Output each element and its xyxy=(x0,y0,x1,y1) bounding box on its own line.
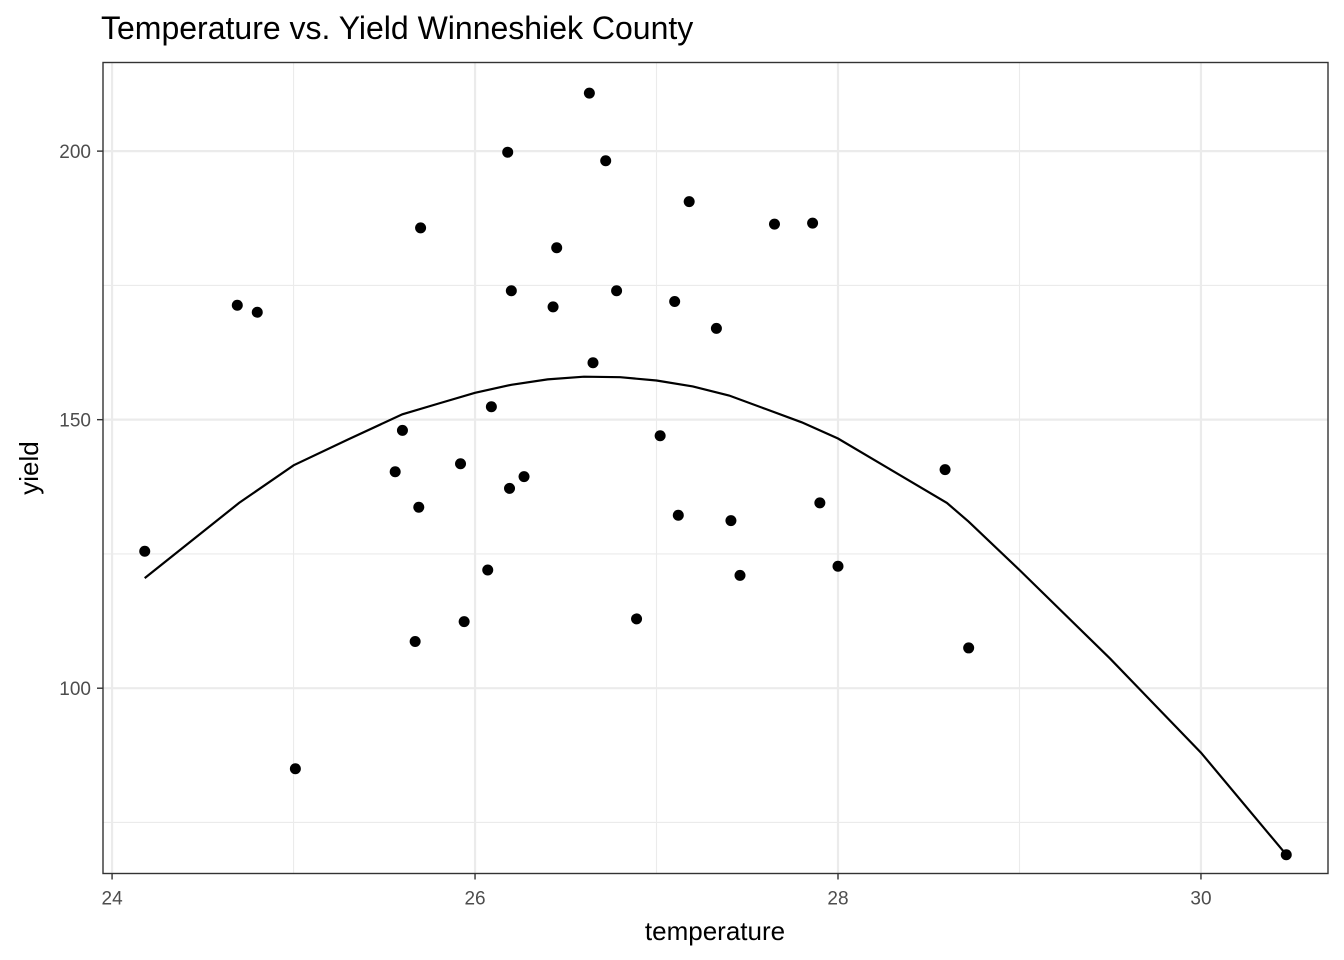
y-axis-title: yield xyxy=(14,441,44,494)
data-point xyxy=(583,87,595,99)
data-point xyxy=(251,306,263,318)
data-point xyxy=(458,616,470,628)
minor-gridlines xyxy=(103,62,1328,874)
trend-line xyxy=(144,375,1288,856)
data-point xyxy=(547,301,559,313)
x-axis-ticks: 24 26 28 30 xyxy=(102,873,1212,910)
data-point xyxy=(504,482,516,494)
data-point xyxy=(710,322,722,334)
data-point xyxy=(518,471,530,483)
x-tick-label: 26 xyxy=(464,889,485,910)
data-point xyxy=(396,424,408,436)
data-point xyxy=(485,401,497,413)
data-point xyxy=(963,642,975,654)
data-point xyxy=(611,285,623,297)
data-point xyxy=(551,242,563,254)
data-point xyxy=(482,564,494,576)
data-point xyxy=(734,569,746,581)
data-point xyxy=(768,218,780,230)
data-point xyxy=(415,222,427,234)
data-point xyxy=(1280,849,1292,861)
y-tick-label: 150 xyxy=(59,411,91,432)
data-point xyxy=(409,635,421,647)
data-point xyxy=(631,613,643,625)
y-axis-ticks: 100 150 200 xyxy=(59,142,103,700)
data-point xyxy=(669,296,681,308)
data-point xyxy=(725,515,737,527)
data-point xyxy=(832,560,844,572)
data-point xyxy=(413,501,425,513)
data-point xyxy=(139,545,151,557)
data-point xyxy=(672,509,684,521)
data-point xyxy=(600,155,612,167)
y-tick-label: 200 xyxy=(59,142,91,163)
x-tick-label: 30 xyxy=(1190,889,1211,910)
major-gridlines xyxy=(103,62,1328,874)
data-points xyxy=(139,87,1292,861)
data-point xyxy=(289,763,301,775)
data-point xyxy=(455,458,467,470)
x-tick-label: 24 xyxy=(102,889,124,910)
plot-panel-border xyxy=(102,61,1329,875)
y-tick-label: 100 xyxy=(59,679,91,700)
data-point xyxy=(389,466,401,478)
data-point xyxy=(231,299,243,311)
data-point xyxy=(814,497,826,509)
data-point xyxy=(939,464,951,476)
data-point xyxy=(505,285,517,297)
chart-title: Temperature vs. Yield Winneshiek County xyxy=(101,10,693,46)
data-point xyxy=(502,146,514,158)
x-axis-title: temperature xyxy=(645,916,785,946)
x-tick-label: 28 xyxy=(827,889,848,910)
data-point xyxy=(654,430,666,442)
data-point xyxy=(587,357,599,369)
data-point xyxy=(683,196,695,208)
data-point xyxy=(807,217,819,229)
